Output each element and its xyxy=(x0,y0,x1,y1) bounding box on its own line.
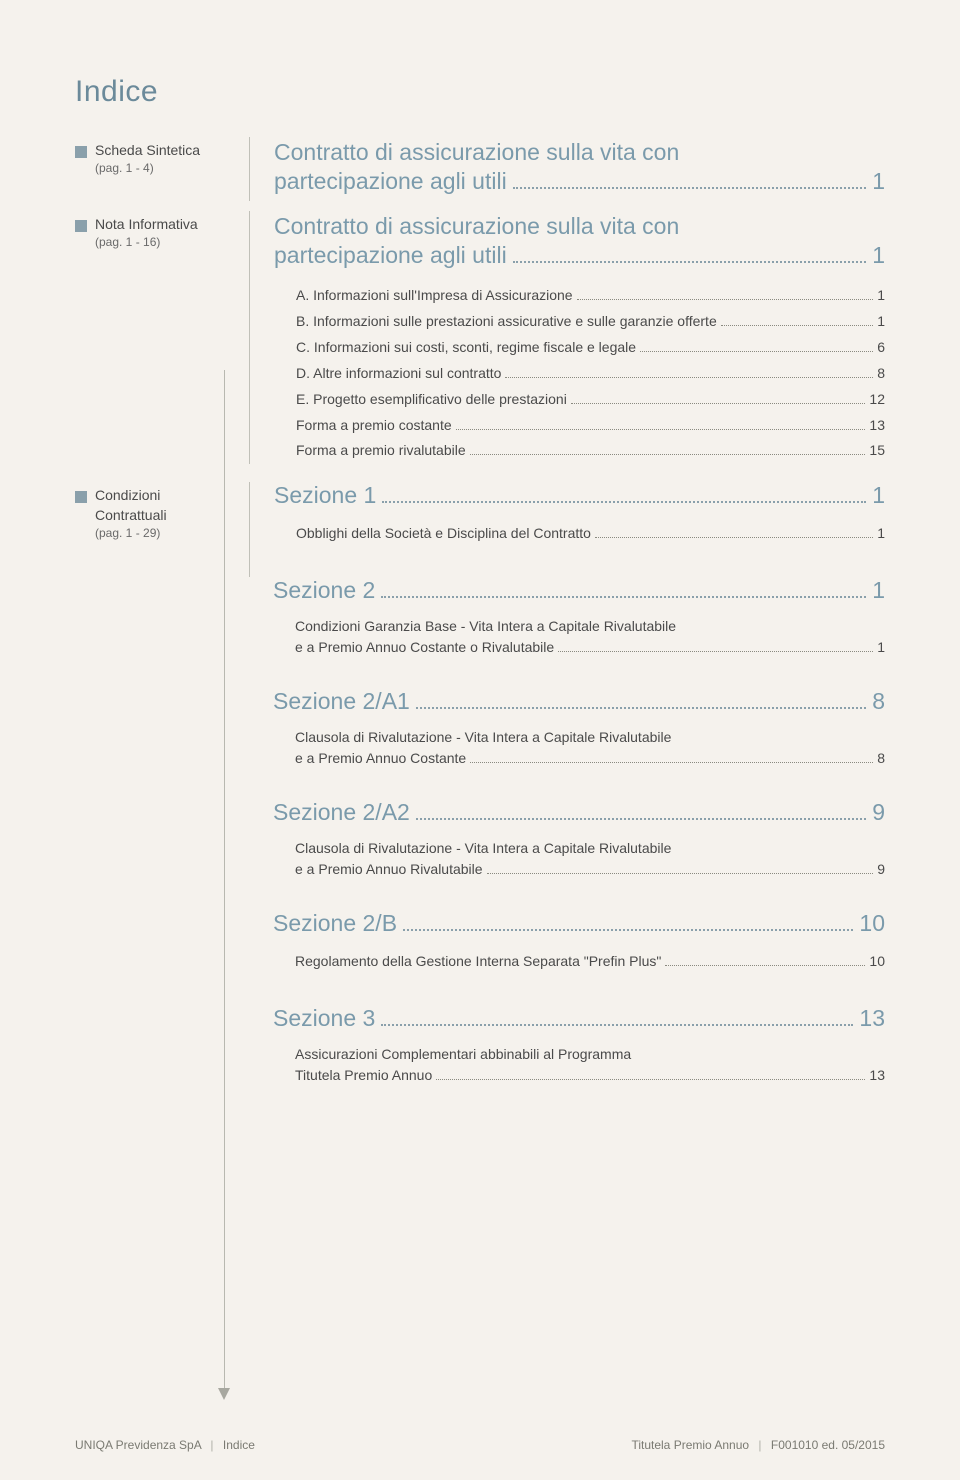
sidebar-scheda-label: Scheda Sintetica xyxy=(95,141,200,161)
toc-subitem: Clausola di Rivalutazione - Vita Intera … xyxy=(273,838,885,880)
toc-section: Sezione 21 Condizioni Garanzia Base - Vit… xyxy=(273,577,885,658)
toc-section: Sezione 2/A18 Clausola di Rivalutazione -… xyxy=(273,688,885,769)
bullet-icon xyxy=(75,146,87,158)
toc-subitem: Obblighi della Società e Disciplina del … xyxy=(274,521,885,547)
toc-section: Sezione 313 Assicurazioni Complementari a… xyxy=(273,1005,885,1086)
toc-section-head: Sezione 2/A29 xyxy=(273,799,885,826)
bullet-icon xyxy=(75,491,87,503)
toc-section-head: Sezione 313 xyxy=(273,1005,885,1032)
contratto1-line2: partecipazione agli utili 1 xyxy=(274,168,885,195)
toc-section: Sezione 11 Obblighi della Società e Disci… xyxy=(274,482,885,547)
sidebar-condizioni: Condizioni Contrattuali (pag. 1 - 29) xyxy=(75,486,225,539)
toc-subitem: E. Progetto esemplificativo delle presta… xyxy=(274,387,885,413)
toc-subitem: Condizioni Garanzia Base - Vita Intera a… xyxy=(273,616,885,658)
footer-section: Indice xyxy=(223,1438,255,1452)
flow-arrow xyxy=(218,370,232,1400)
toc-subitem: Forma a premio rivalutabile15 xyxy=(274,438,885,464)
toc-section: Sezione 2/A29 Clausola di Rivalutazione -… xyxy=(273,799,885,880)
footer-product: Titutela Premio Annuo xyxy=(631,1438,749,1452)
toc-section-head: Sezione 2/A18 xyxy=(273,688,885,715)
contratto2-line1: Contratto di assicurazione sulla vita co… xyxy=(274,211,885,242)
sidebar-scheda-pages: (pag. 1 - 4) xyxy=(95,161,200,175)
sidebar-cond-l2: Contrattuali xyxy=(95,506,167,526)
toc-subitem: Assicurazioni Complementari abbinabili a… xyxy=(273,1044,885,1086)
bullet-icon xyxy=(75,220,87,232)
sidebar-nota: Nota Informativa (pag. 1 - 16) xyxy=(75,215,225,249)
divider xyxy=(249,137,250,201)
sidebar-scheda: Scheda Sintetica (pag. 1 - 4) xyxy=(75,141,225,175)
toc-subitem: Regolamento della Gestione Interna Separ… xyxy=(273,949,885,975)
toc-subitem: Forma a premio costante13 xyxy=(274,413,885,439)
sidebar-nota-pages: (pag. 1 - 16) xyxy=(95,235,198,249)
footer: UNIQA Previdenza SpA | Indice Titutela P… xyxy=(75,1438,885,1452)
toc-subitem: Clausola di Rivalutazione - Vita Intera … xyxy=(273,727,885,769)
footer-company: UNIQA Previdenza SpA xyxy=(75,1438,201,1452)
divider xyxy=(249,482,250,577)
contratto2-line2: partecipazione agli utili 1 xyxy=(274,242,885,269)
sidebar-cond-pages: (pag. 1 - 29) xyxy=(95,526,167,540)
toc-subitem: A. Informazioni sull'Impresa di Assicura… xyxy=(274,283,885,309)
toc-subitem: C. Informazioni sui costi, sconti, regim… xyxy=(274,335,885,361)
toc-section-head: Sezione 2/B10 xyxy=(273,910,885,937)
toc-section-head: Sezione 21 xyxy=(273,577,885,604)
sidebar-nota-label: Nota Informativa xyxy=(95,215,198,235)
toc-subitem: B. Informazioni sulle prestazioni assicu… xyxy=(274,309,885,335)
page-title: Indice xyxy=(75,75,885,109)
sidebar-cond-l1: Condizioni xyxy=(95,486,167,506)
toc-section: Sezione 2/B10 Regolamento della Gestione … xyxy=(273,910,885,975)
divider xyxy=(249,211,250,464)
toc-subitem: D. Altre informazioni sul contratto8 xyxy=(274,361,885,387)
toc-section-head: Sezione 11 xyxy=(274,482,885,509)
contratto1-line1: Contratto di assicurazione sulla vita co… xyxy=(274,137,885,168)
footer-edition: F001010 ed. 05/2015 xyxy=(771,1438,885,1452)
